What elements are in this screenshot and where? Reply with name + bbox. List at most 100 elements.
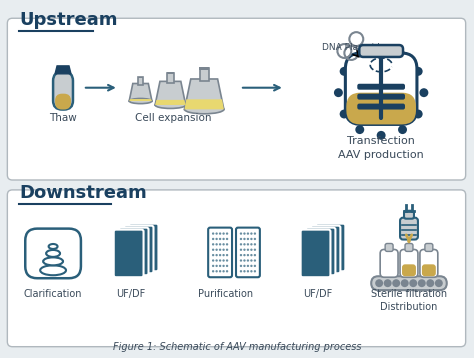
Circle shape xyxy=(243,238,246,240)
Circle shape xyxy=(334,88,343,97)
Text: UF/DF: UF/DF xyxy=(303,289,332,299)
FancyBboxPatch shape xyxy=(346,93,416,125)
Circle shape xyxy=(222,254,225,256)
Circle shape xyxy=(240,238,242,240)
Polygon shape xyxy=(129,83,152,101)
Text: Figure 1: Schematic of AAV manufacturing process: Figure 1: Schematic of AAV manufacturing… xyxy=(113,342,361,352)
Circle shape xyxy=(340,110,348,118)
FancyBboxPatch shape xyxy=(114,229,144,277)
Ellipse shape xyxy=(129,98,152,103)
Polygon shape xyxy=(55,66,71,74)
Circle shape xyxy=(250,243,253,246)
FancyBboxPatch shape xyxy=(8,190,465,347)
Circle shape xyxy=(219,270,221,272)
Circle shape xyxy=(222,265,225,267)
Circle shape xyxy=(250,270,253,272)
Circle shape xyxy=(219,238,221,240)
Bar xyxy=(199,67,209,70)
Circle shape xyxy=(247,238,249,240)
Circle shape xyxy=(392,279,400,287)
Circle shape xyxy=(243,243,246,246)
Circle shape xyxy=(243,270,246,272)
Circle shape xyxy=(222,270,225,272)
Bar xyxy=(138,77,143,84)
Circle shape xyxy=(215,243,218,246)
Circle shape xyxy=(219,265,221,267)
FancyBboxPatch shape xyxy=(53,72,73,110)
Text: Downstream: Downstream xyxy=(19,184,147,202)
Circle shape xyxy=(240,232,242,235)
Circle shape xyxy=(219,259,221,262)
Text: Purification: Purification xyxy=(198,289,253,299)
Ellipse shape xyxy=(184,105,224,114)
Bar xyxy=(167,73,174,83)
Ellipse shape xyxy=(46,250,60,257)
Circle shape xyxy=(247,232,249,235)
Circle shape xyxy=(219,243,221,246)
FancyBboxPatch shape xyxy=(236,228,260,277)
Circle shape xyxy=(254,243,256,246)
FancyBboxPatch shape xyxy=(357,103,405,110)
FancyBboxPatch shape xyxy=(400,218,418,240)
Circle shape xyxy=(247,243,249,246)
Circle shape xyxy=(250,259,253,262)
Circle shape xyxy=(375,279,383,287)
Text: UF/DF: UF/DF xyxy=(116,289,145,299)
Circle shape xyxy=(212,248,214,251)
Circle shape xyxy=(240,243,242,246)
Circle shape xyxy=(418,279,426,287)
Circle shape xyxy=(247,259,249,262)
Circle shape xyxy=(398,125,407,134)
Circle shape xyxy=(212,238,214,240)
Circle shape xyxy=(414,110,423,118)
FancyBboxPatch shape xyxy=(310,226,340,273)
Polygon shape xyxy=(155,81,186,105)
Circle shape xyxy=(222,248,225,251)
FancyBboxPatch shape xyxy=(371,276,447,290)
Circle shape xyxy=(215,238,218,240)
FancyBboxPatch shape xyxy=(402,264,416,276)
FancyBboxPatch shape xyxy=(425,243,433,251)
Circle shape xyxy=(254,248,256,251)
Text: Thaw: Thaw xyxy=(49,112,77,122)
Circle shape xyxy=(226,232,228,235)
FancyBboxPatch shape xyxy=(357,84,405,90)
Text: Cell expansion: Cell expansion xyxy=(135,112,211,122)
Circle shape xyxy=(377,131,386,140)
Circle shape xyxy=(435,279,443,287)
Circle shape xyxy=(384,279,392,287)
FancyBboxPatch shape xyxy=(422,264,436,276)
Ellipse shape xyxy=(49,244,57,249)
Circle shape xyxy=(250,232,253,235)
Text: Sterile filtration
Distribution: Sterile filtration Distribution xyxy=(371,289,447,312)
Circle shape xyxy=(219,232,221,235)
Circle shape xyxy=(226,270,228,272)
FancyBboxPatch shape xyxy=(118,228,148,275)
Circle shape xyxy=(212,259,214,262)
FancyBboxPatch shape xyxy=(124,226,154,273)
Polygon shape xyxy=(155,100,186,105)
Circle shape xyxy=(356,125,364,134)
Circle shape xyxy=(426,279,434,287)
FancyBboxPatch shape xyxy=(208,228,232,277)
Circle shape xyxy=(215,265,218,267)
Circle shape xyxy=(212,243,214,246)
Circle shape xyxy=(222,238,225,240)
Circle shape xyxy=(243,254,246,256)
Ellipse shape xyxy=(155,102,186,108)
Circle shape xyxy=(215,232,218,235)
FancyBboxPatch shape xyxy=(316,224,346,271)
Circle shape xyxy=(247,265,249,267)
FancyBboxPatch shape xyxy=(380,250,398,277)
Circle shape xyxy=(226,238,228,240)
Circle shape xyxy=(419,88,428,97)
Circle shape xyxy=(240,254,242,256)
Circle shape xyxy=(222,243,225,246)
Circle shape xyxy=(212,254,214,256)
Circle shape xyxy=(240,270,242,272)
Circle shape xyxy=(254,254,256,256)
FancyBboxPatch shape xyxy=(405,243,413,251)
Circle shape xyxy=(240,265,242,267)
Polygon shape xyxy=(184,79,224,109)
Text: Transfection
AAV production: Transfection AAV production xyxy=(338,136,424,160)
